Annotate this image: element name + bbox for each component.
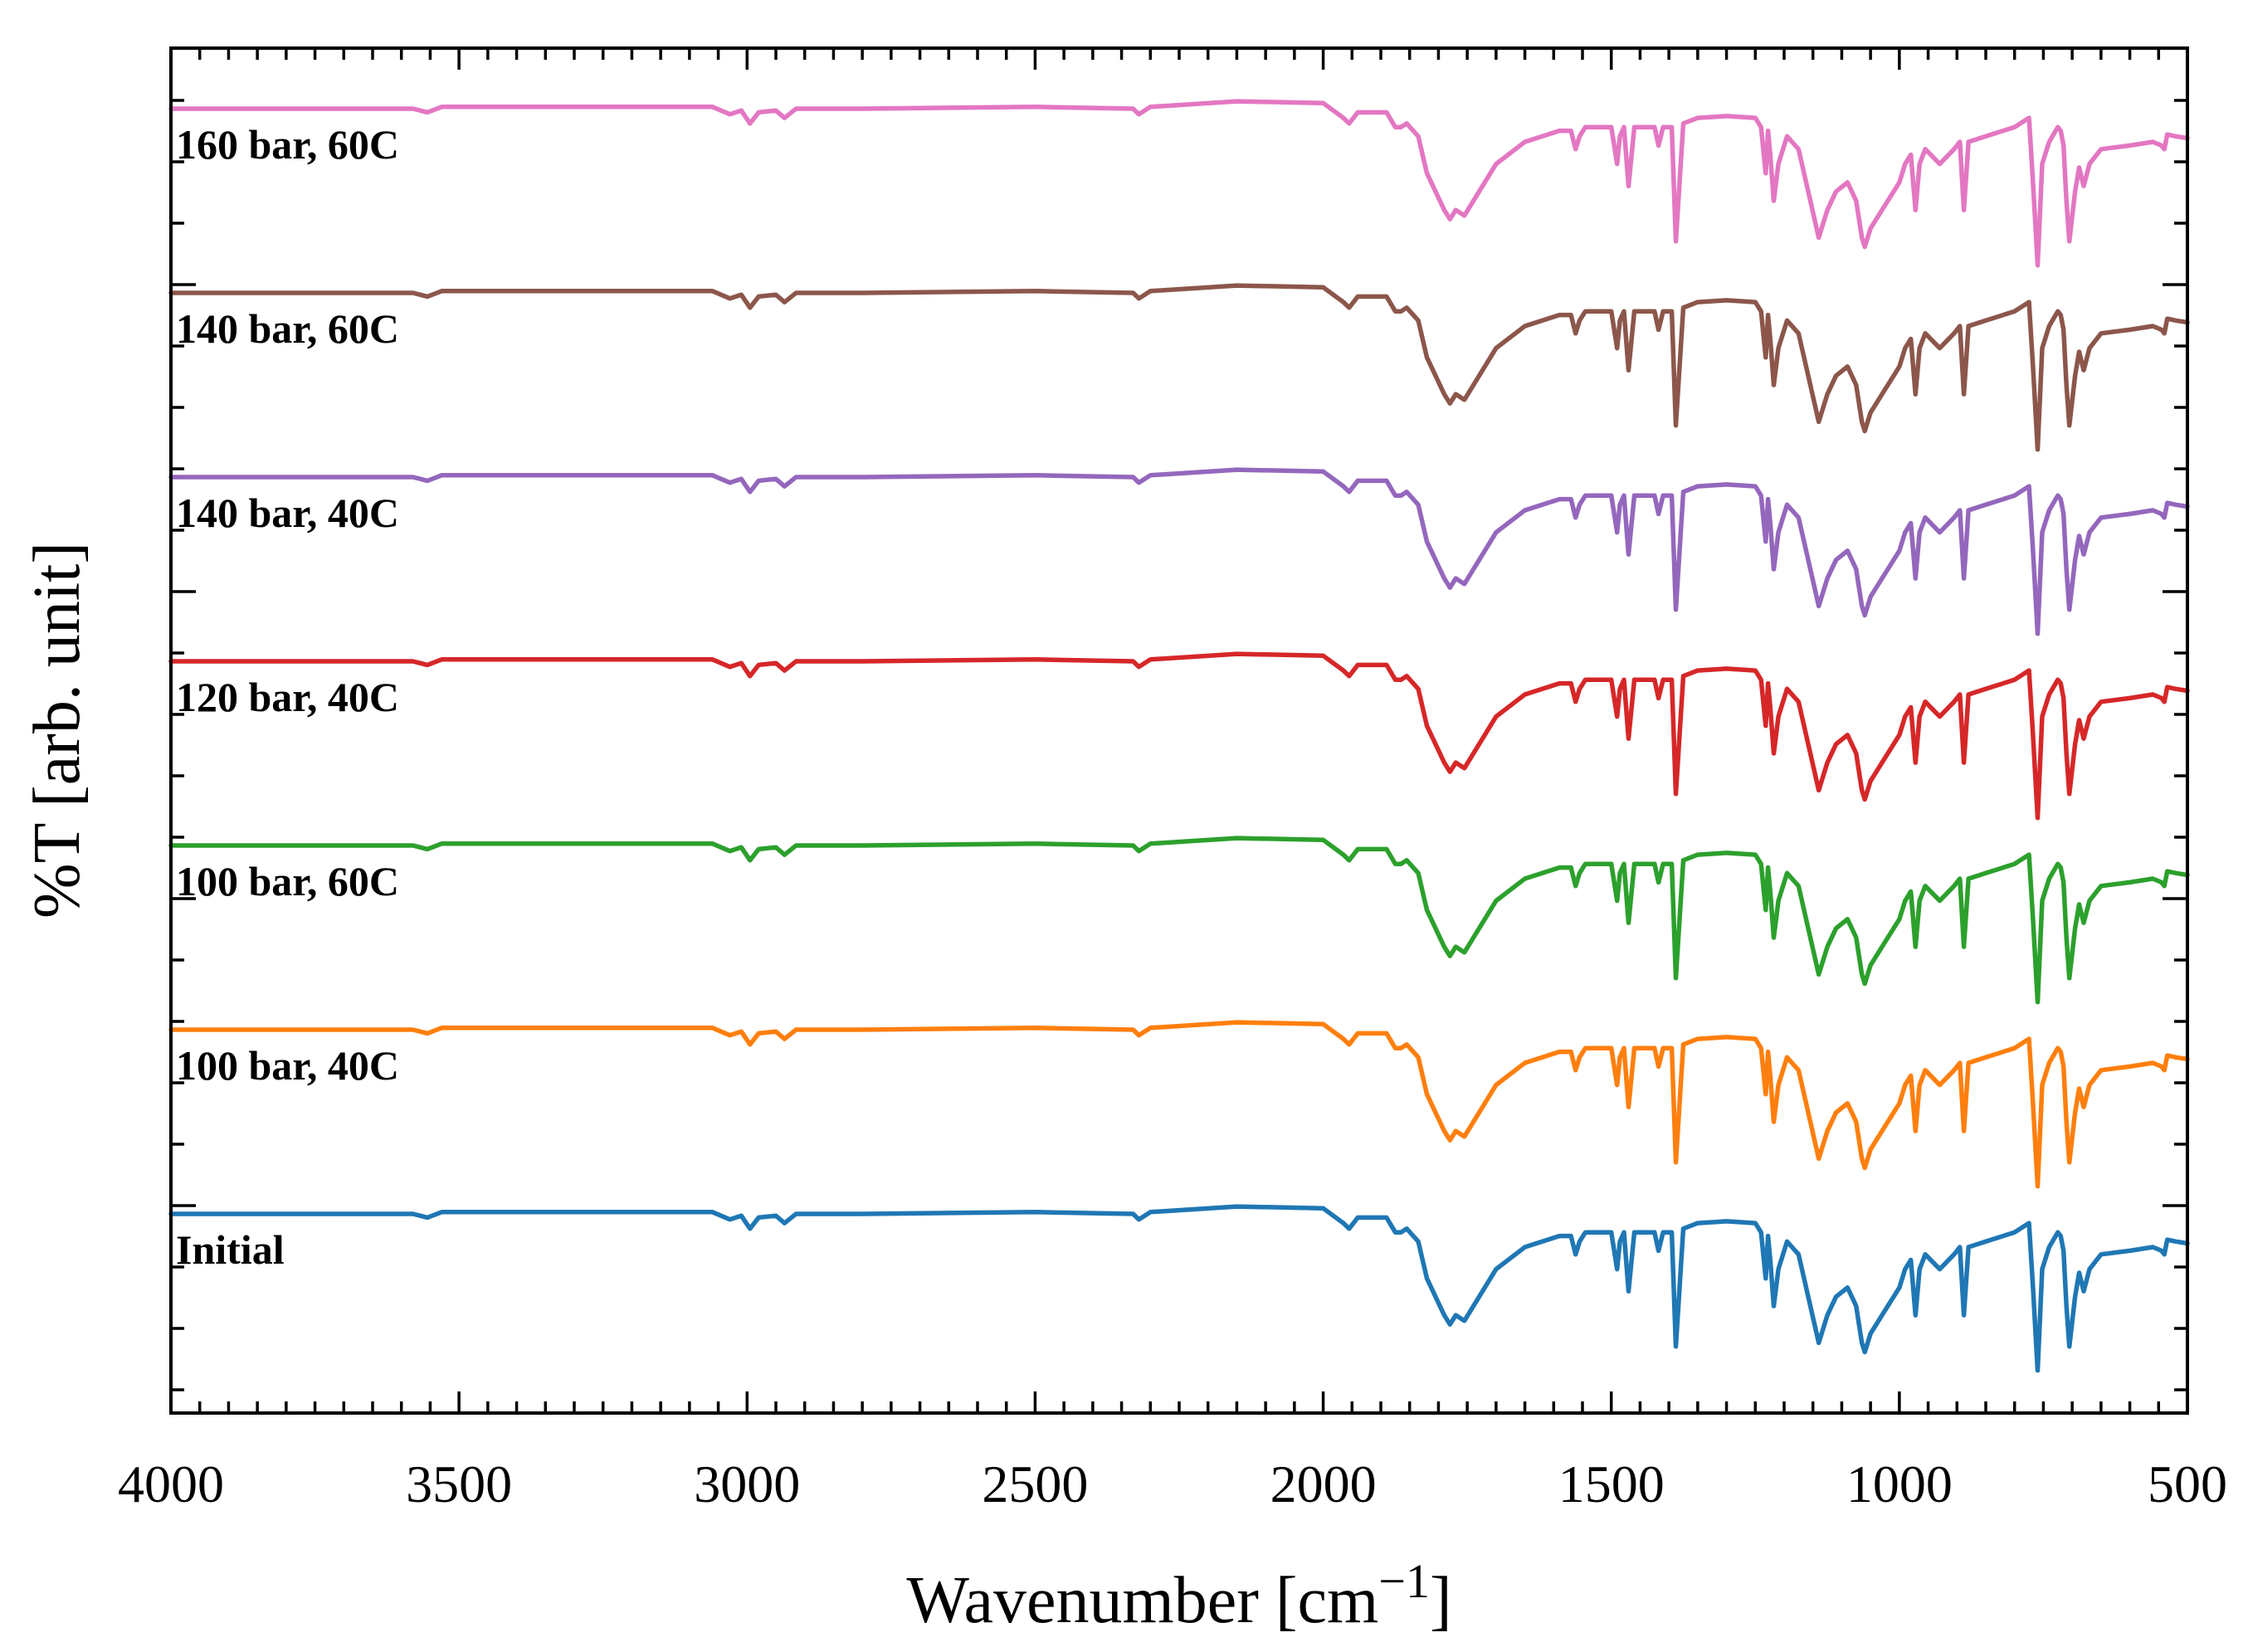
x-tick-label-1000: 1000 (1846, 1455, 1953, 1513)
x-axis-title-suffix: ] (1430, 1564, 1452, 1637)
x-tick-label-1500: 1500 (1558, 1455, 1665, 1513)
x-tick-labels: 4000 3500 3000 2500 2000 1500 1000 500 (118, 1455, 2227, 1513)
series-label-6: 160 bar, 60C (176, 121, 399, 168)
series-line-6 (168, 99, 2190, 268)
series-line-0 (168, 1204, 2190, 1373)
plot-frame (169, 46, 2189, 1415)
x-axis-title: Wavenumber [cm−1] (906, 1554, 1451, 1637)
x-axis-title-superscript: −1 (1378, 1554, 1430, 1608)
series-label-0: Initial (176, 1226, 285, 1273)
series-label-1: 100 bar, 40C (176, 1042, 399, 1089)
x-tick-label-2000: 2000 (1270, 1455, 1377, 1513)
series-line-2 (168, 836, 2190, 1005)
x-tick-label-3500: 3500 (406, 1455, 512, 1513)
series-line-4 (168, 467, 2190, 636)
x-tick-label-3000: 3000 (694, 1455, 800, 1513)
series-line-1 (168, 1020, 2190, 1189)
series-line-3 (168, 651, 2190, 821)
series-line-5 (168, 283, 2190, 452)
series-label-3: 120 bar, 40C (176, 674, 399, 720)
x-axis-title-main: Wavenumber [cm (906, 1564, 1378, 1637)
series-label-5: 140 bar, 60C (176, 305, 399, 352)
series-labels: Initial 100 bar, 40C 100 bar, 60C 120 bar, … (176, 121, 399, 1273)
series-label-4: 140 bar, 40C (176, 490, 399, 536)
x-tick-label-4000: 4000 (118, 1455, 224, 1513)
y-axis-title: %T [arb. unit] (21, 542, 94, 919)
x-tick-label-500: 500 (2148, 1455, 2227, 1513)
series-label-2: 100 bar, 60C (176, 858, 399, 904)
series-group (168, 99, 2190, 1373)
x-tick-label-2500: 2500 (982, 1455, 1088, 1513)
